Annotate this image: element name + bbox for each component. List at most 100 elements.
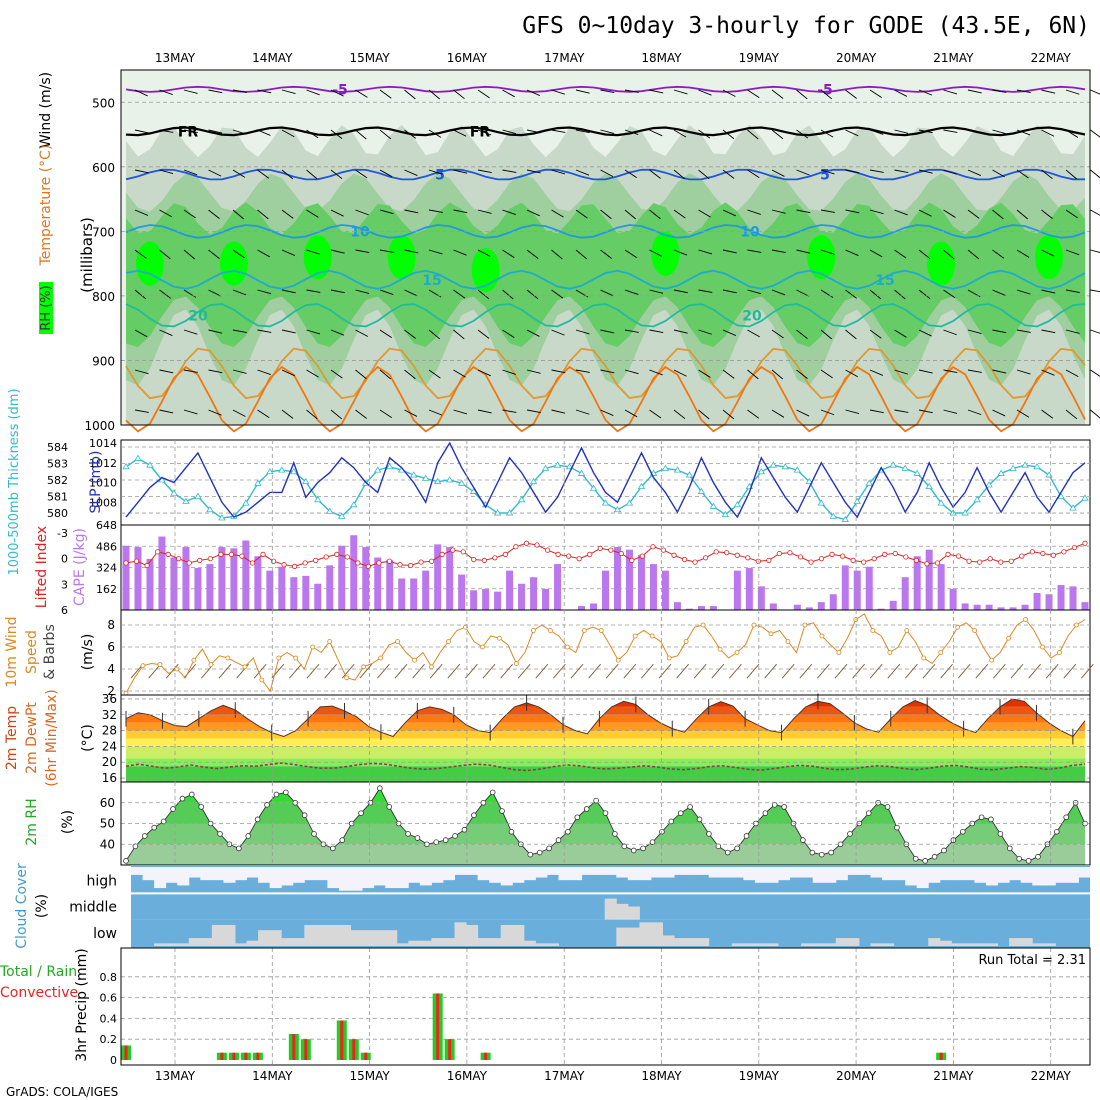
wind-barb [428, 129, 442, 138]
cloud-high-bar [570, 867, 583, 881]
cloud-high-bar [962, 867, 975, 881]
temp-tick: 20 [102, 755, 117, 769]
wind-barb [232, 89, 247, 93]
wind-speed-marker [412, 657, 417, 663]
cloud-low-bar [188, 938, 201, 946]
wind-barb [722, 249, 737, 254]
thickness-marker [194, 492, 202, 499]
wind-barb [1041, 369, 1055, 376]
cape-bar [817, 602, 825, 610]
wind-barb [428, 89, 441, 100]
cloud-high-bar [1066, 867, 1079, 883]
thickness-marker [961, 509, 969, 516]
wind-barb [404, 289, 418, 297]
cloud-low-bar [500, 924, 513, 946]
cloud-low-bar [419, 940, 432, 946]
cloud-high-bar [431, 867, 444, 883]
wind-barb [324, 663, 337, 679]
cloud-low-bar [408, 940, 421, 946]
precip-convective-bar [939, 1052, 943, 1060]
cloud-high-bar [211, 867, 224, 881]
wind-barb [379, 289, 394, 295]
li-tick: -3 [57, 527, 68, 540]
wind-barb [894, 89, 908, 97]
wind-barb [796, 89, 808, 100]
cloud-low-bar [223, 924, 236, 946]
cape-bar [757, 586, 765, 610]
wind-barb [404, 369, 416, 380]
li-marker [629, 557, 635, 563]
wind-barb [477, 369, 491, 377]
rh-band-80 [126, 202, 1085, 348]
rh2m-marker [781, 804, 787, 810]
thickness-marker [613, 505, 622, 513]
run-total: Run Total = 2.31 [978, 953, 1086, 968]
cloud-low-bar [1009, 938, 1022, 946]
cape-bar [446, 547, 454, 610]
rh2m-marker [142, 833, 148, 839]
wind-barb [134, 89, 148, 97]
wind-barb [477, 169, 492, 173]
cape-bar [769, 603, 777, 610]
wind-barb [992, 89, 1007, 93]
li-marker [713, 549, 719, 555]
wind-barb [526, 369, 541, 374]
wind-barb [600, 129, 615, 134]
y-label-speed: Speed [24, 630, 40, 674]
rh2m-marker [339, 837, 346, 843]
rh2m-marker [828, 849, 834, 856]
li-marker [481, 557, 487, 563]
thickness-marker [374, 466, 382, 473]
cape-bar [793, 604, 801, 610]
isotherm-label: 15 [422, 273, 441, 289]
wind-barb [517, 663, 531, 679]
li-marker [861, 559, 867, 565]
wind-barb [412, 663, 425, 679]
wind-speed-marker [429, 664, 434, 670]
wind-barb [281, 129, 295, 138]
y-label-rh: RH (%) [39, 285, 54, 330]
wind-barb [673, 369, 687, 377]
thickness-marker [685, 471, 694, 478]
wind-barb [1065, 129, 1079, 138]
wind-barb [1041, 129, 1055, 137]
wind-barb [673, 289, 688, 294]
li-marker [176, 556, 182, 562]
wind-barb [605, 663, 619, 679]
cloud-low-bar [674, 938, 687, 946]
cape-bar [350, 535, 358, 610]
wind-barb [394, 663, 408, 679]
wind-barb [722, 289, 737, 294]
wind-barb [257, 129, 271, 136]
temp-band [126, 730, 1085, 739]
y-label-cloud-unit: (%) [34, 894, 50, 918]
wind-speed-marker [989, 657, 995, 663]
cloud-high-bar [246, 867, 259, 878]
li-marker [955, 553, 962, 559]
thickness-marker [314, 496, 322, 503]
li-marker [376, 560, 382, 566]
wind-speed-marker [666, 655, 672, 661]
rh-band-90 [927, 241, 956, 286]
wind-barb [232, 409, 246, 417]
y-label-2m-dewpt: 2m DewPt [24, 702, 40, 774]
wind-barb [355, 249, 370, 253]
cloud-high-bar [939, 867, 952, 881]
wind-barb [404, 209, 419, 214]
wind-barb [253, 663, 267, 679]
wind-barb [992, 129, 1007, 135]
rh2m-marker [452, 833, 458, 839]
rh2m-marker [170, 806, 176, 812]
cloud-low-bar [697, 938, 710, 946]
cloud-low-bar [431, 938, 444, 946]
wind-barb [551, 329, 565, 336]
li-marker [945, 551, 951, 557]
wind-barb [1065, 369, 1079, 377]
wind-speed-marker [259, 677, 265, 683]
wind-barb [869, 129, 884, 135]
li-marker [133, 558, 140, 564]
wind-barb [355, 169, 368, 179]
wind-barb [330, 409, 343, 420]
precip-convective-bar [244, 1052, 248, 1060]
cape-bar [374, 557, 382, 610]
